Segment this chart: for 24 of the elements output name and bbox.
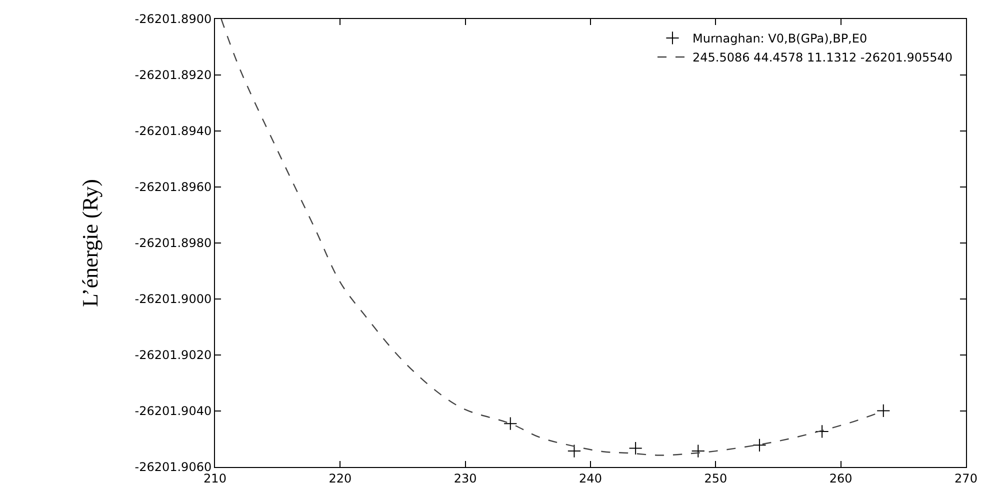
- x-tick-label: 220: [328, 471, 352, 486]
- point: [752, 438, 766, 452]
- point: [628, 441, 642, 456]
- x-tick-label: 240: [579, 471, 602, 486]
- y-tick-label: -26201.9020: [134, 348, 212, 362]
- point: [567, 444, 582, 458]
- y-tick-label: -26201.8960: [134, 180, 212, 194]
- x-tick-label: 270: [954, 471, 978, 486]
- y-tick-label: -26201.9000: [134, 292, 212, 306]
- point: [691, 444, 705, 458]
- legend-label: 245.5086 44.4578 11.1312 -26201.905540: [692, 50, 953, 65]
- y-tick-label: -26201.8940: [134, 124, 212, 138]
- x-tick-label: 250: [704, 471, 728, 486]
- y-axis-title: L’énergie (Ry): [78, 178, 103, 308]
- y-tick-label: -26201.8920: [134, 68, 212, 82]
- y-tick-label: -26201.8980: [134, 236, 212, 250]
- y-tick-label: -26201.9040: [134, 404, 212, 418]
- y-tick-label: -26201.8900: [134, 12, 212, 26]
- x-tick-label: 230: [454, 471, 477, 486]
- x-tick-label: 260: [829, 471, 852, 486]
- point: [815, 424, 829, 438]
- point: [504, 416, 518, 430]
- point: [876, 404, 890, 418]
- legend-label: Murnaghan: V0,B(GPa),BP,E0: [692, 32, 868, 46]
